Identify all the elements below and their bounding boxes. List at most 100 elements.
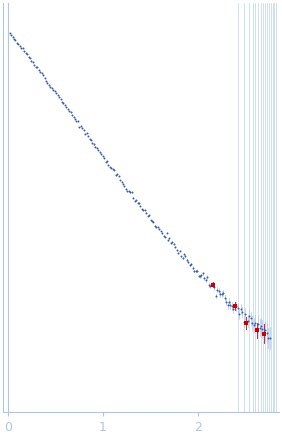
Point: [205, 274, 210, 281]
Point: [254, 327, 259, 334]
Point: [34, 63, 38, 70]
Point: [260, 326, 265, 333]
Point: [102, 155, 106, 162]
Point: [166, 237, 170, 244]
Point: [252, 322, 256, 329]
Point: [70, 111, 74, 118]
Point: [244, 319, 249, 326]
Point: [227, 298, 231, 305]
Point: [241, 318, 246, 325]
Point: [183, 253, 188, 260]
Point: [170, 238, 175, 245]
Point: [137, 200, 141, 207]
Point: [148, 217, 153, 224]
Point: [256, 321, 260, 328]
Point: [93, 143, 98, 150]
Point: [177, 247, 182, 254]
Point: [240, 309, 244, 316]
Point: [231, 305, 236, 312]
Point: [86, 132, 90, 139]
Point: [98, 149, 102, 156]
Point: [29, 57, 34, 64]
Point: [118, 177, 122, 184]
Point: [39, 70, 44, 77]
Point: [13, 36, 18, 43]
Point: [206, 282, 211, 289]
Point: [100, 152, 105, 159]
Point: [230, 302, 234, 309]
Point: [222, 295, 227, 302]
Point: [135, 199, 140, 206]
Point: [7, 29, 12, 36]
Point: [263, 327, 268, 334]
Point: [237, 310, 241, 317]
Point: [21, 44, 25, 51]
Point: [140, 206, 144, 213]
Point: [146, 212, 150, 219]
Point: [219, 290, 224, 297]
Point: [129, 189, 134, 196]
Point: [67, 108, 72, 114]
Point: [173, 243, 178, 250]
Point: [202, 275, 207, 282]
Point: [247, 312, 252, 319]
Point: [127, 187, 131, 194]
Point: [153, 222, 157, 229]
Point: [96, 146, 101, 153]
Point: [212, 284, 217, 291]
Point: [41, 72, 45, 79]
Point: [164, 229, 169, 236]
Point: [147, 212, 151, 219]
Point: [235, 305, 240, 312]
Point: [132, 198, 137, 205]
Point: [65, 106, 70, 113]
Point: [35, 64, 39, 71]
Point: [228, 302, 233, 309]
Point: [233, 303, 237, 310]
Point: [192, 267, 197, 274]
Point: [142, 207, 147, 214]
Point: [158, 228, 163, 235]
Point: [58, 95, 63, 102]
Point: [193, 267, 198, 274]
Point: [94, 144, 99, 151]
Point: [64, 104, 69, 111]
Point: [25, 51, 29, 58]
Point: [71, 114, 76, 121]
Point: [234, 303, 239, 310]
Point: [9, 32, 13, 39]
Point: [17, 42, 22, 49]
Point: [112, 167, 116, 174]
Point: [262, 330, 266, 337]
Point: [141, 207, 146, 214]
Point: [99, 150, 103, 157]
Point: [125, 187, 130, 194]
Point: [201, 270, 205, 277]
Point: [265, 330, 269, 337]
Point: [175, 247, 179, 254]
Point: [198, 273, 202, 280]
Point: [167, 235, 172, 242]
Point: [188, 261, 192, 268]
Point: [119, 178, 124, 185]
Point: [199, 272, 204, 279]
Point: [131, 194, 135, 201]
Point: [84, 129, 89, 136]
Point: [44, 77, 48, 84]
Point: [48, 83, 53, 90]
Point: [73, 116, 77, 123]
Point: [109, 165, 114, 172]
Point: [224, 298, 228, 305]
Point: [195, 267, 199, 274]
Point: [182, 251, 186, 258]
Point: [186, 259, 191, 266]
Point: [52, 88, 57, 95]
Point: [169, 240, 173, 247]
Point: [74, 118, 79, 125]
Point: [108, 163, 112, 170]
Point: [128, 189, 133, 196]
Point: [243, 310, 247, 317]
Point: [89, 137, 93, 144]
Point: [77, 124, 82, 131]
Point: [259, 322, 263, 329]
